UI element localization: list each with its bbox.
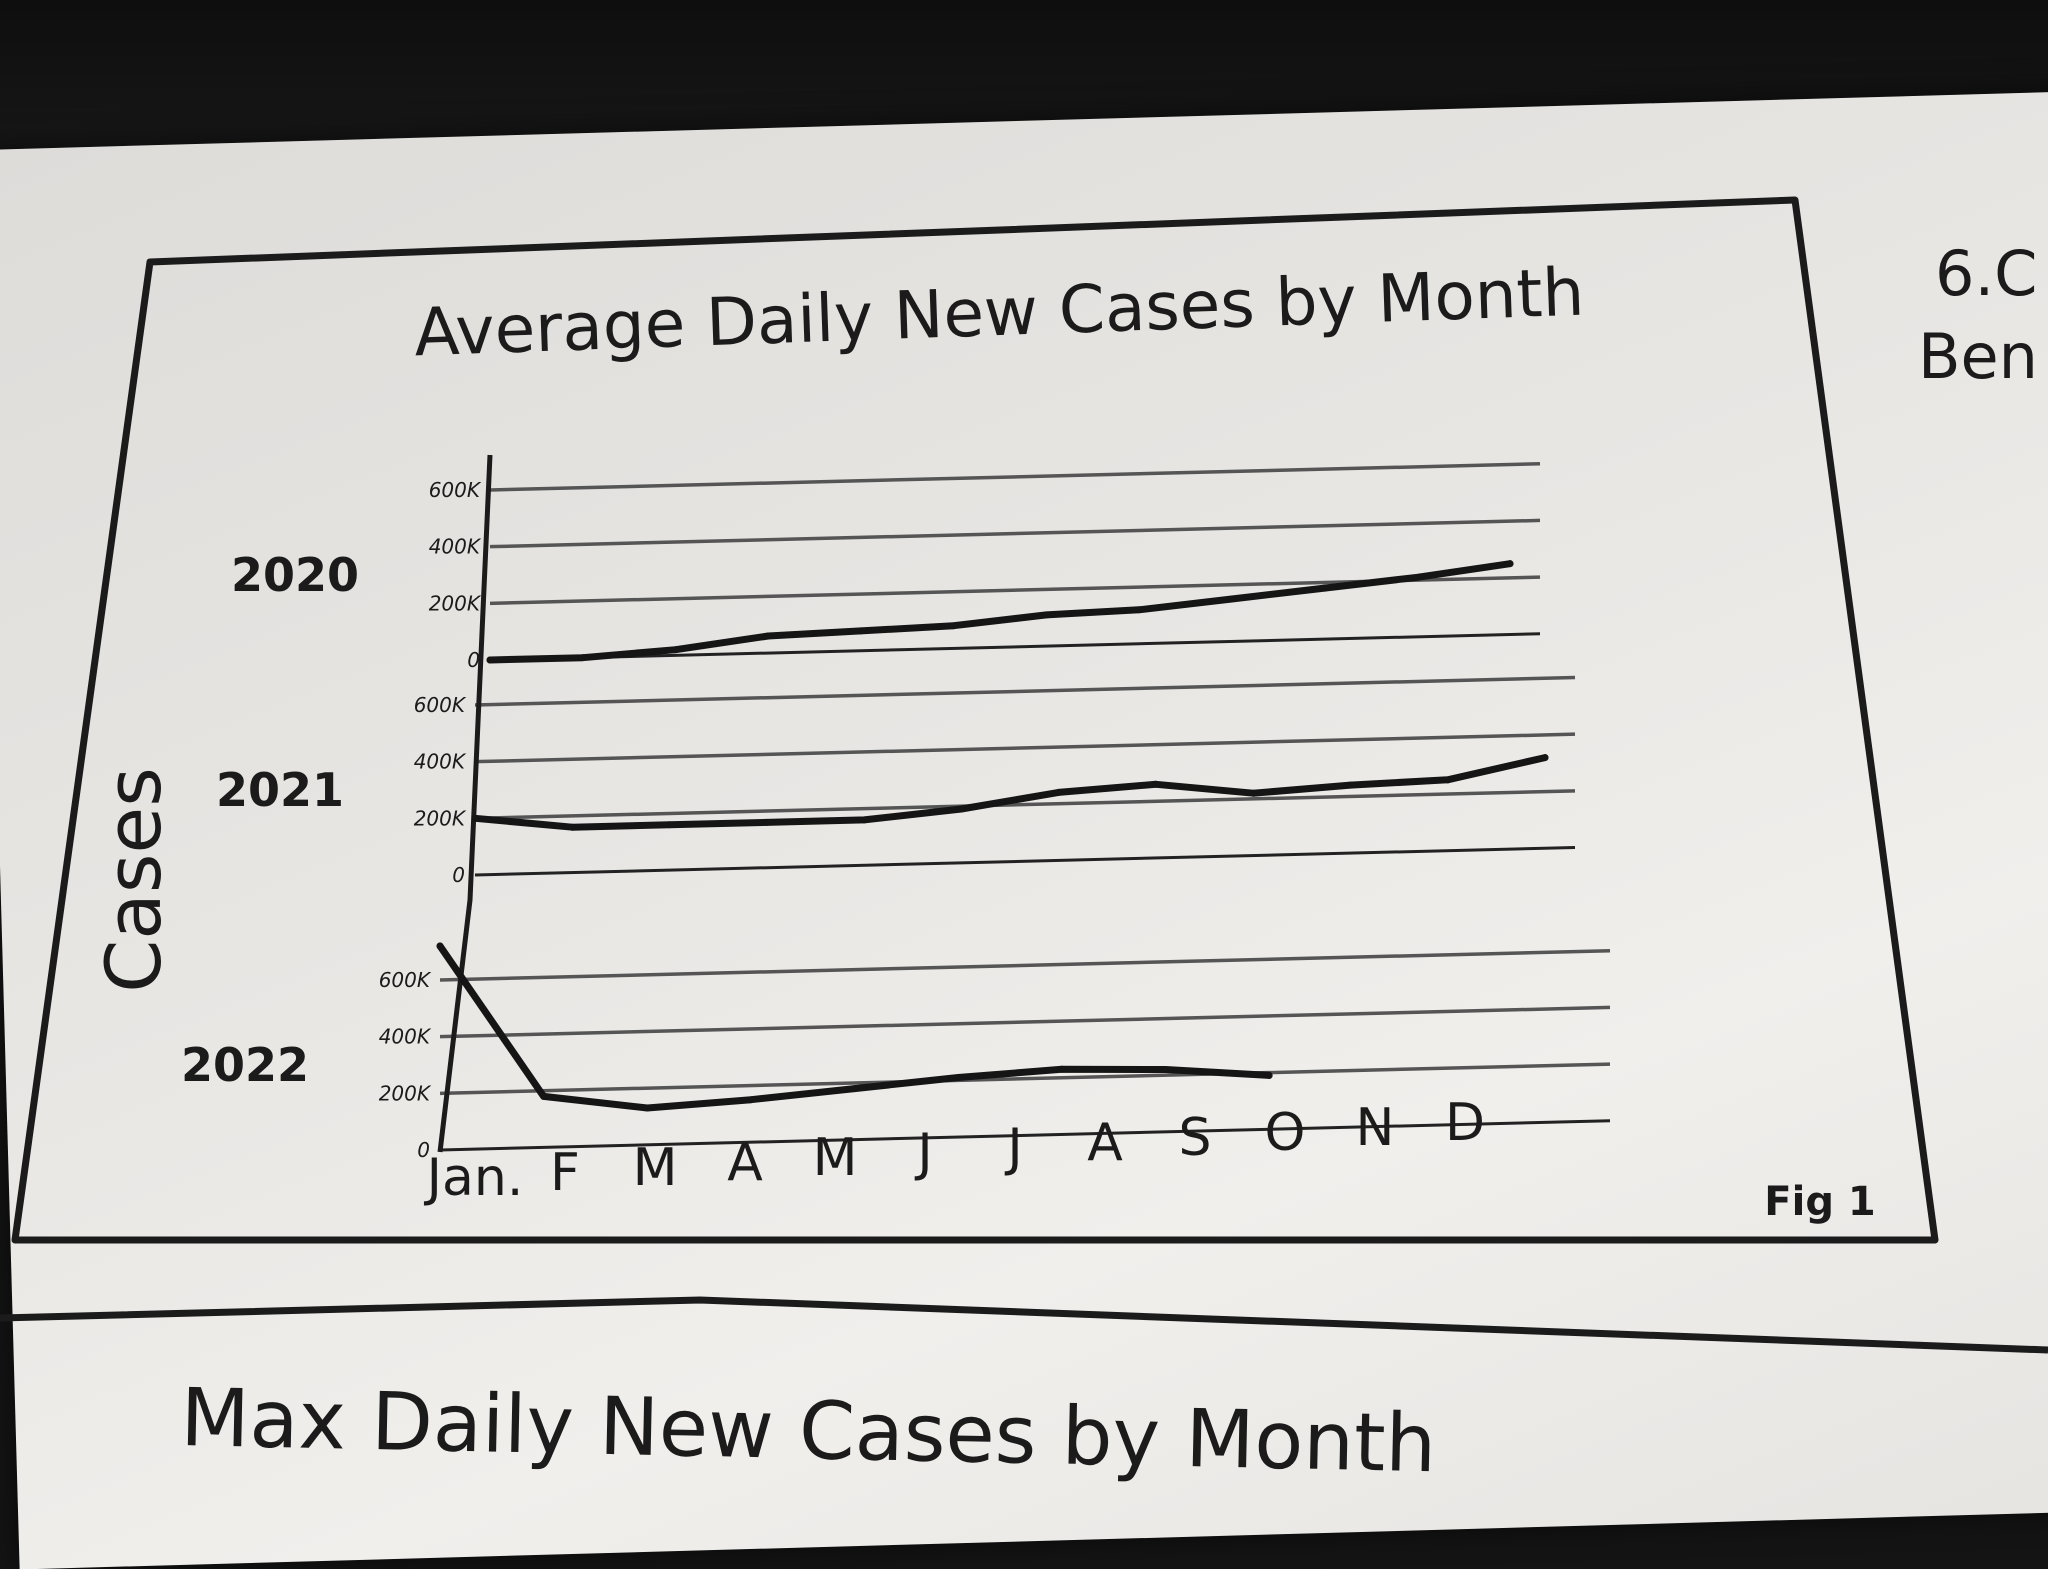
point-2020-4	[857, 627, 865, 635]
point-2020-1	[579, 654, 587, 662]
section2-title: Max Daily New Cases by Month	[180, 1371, 1437, 1490]
y-tick-2021-3: 600K	[414, 693, 467, 717]
x-tick-0: Jan.	[424, 1148, 524, 1208]
point-2022-6	[1058, 1065, 1066, 1073]
y-tick-2021-1: 200K	[414, 806, 467, 830]
point-2020-0	[486, 656, 494, 664]
gridline-2021-0	[474, 846, 1576, 877]
y-tick-2022-3: 600K	[379, 968, 432, 992]
y-tick-2020-0: 0	[467, 648, 480, 672]
point-2020-7	[1135, 606, 1143, 614]
axes	[437, 454, 493, 1153]
point-2022-3	[747, 1096, 755, 1104]
x-tick-10: N	[1356, 1098, 1395, 1158]
point-2021-5	[957, 805, 965, 813]
point-2022-0	[436, 942, 444, 950]
point-2020-11	[1506, 560, 1514, 568]
point-2022-2	[643, 1104, 651, 1112]
gridline-2022-2	[439, 1005, 1611, 1039]
edge-text-line2: Ben	[1918, 320, 2038, 393]
x-tick-9: O	[1265, 1103, 1306, 1163]
x-tick-4: M	[813, 1128, 858, 1188]
x-tick-7: A	[1087, 1113, 1123, 1173]
point-2020-3	[764, 632, 772, 640]
series-line-2021	[471, 754, 1549, 831]
y-tick-2022-2: 400K	[379, 1025, 432, 1049]
point-2020-5	[950, 622, 958, 630]
series-lines	[436, 560, 1549, 1112]
section-divider	[0, 1296, 2048, 1354]
chart-frame	[11, 196, 1939, 1244]
point-2021-7	[1152, 780, 1160, 788]
y-tick-2021-2: 400K	[414, 750, 467, 774]
gridline-2020-3	[489, 462, 1541, 492]
panel-label-2022: 2022	[181, 1038, 309, 1092]
x-tick-6: J	[1004, 1118, 1022, 1178]
point-2021-11	[1541, 754, 1549, 762]
point-2022-8	[1265, 1071, 1273, 1079]
point-2021-3	[763, 818, 771, 826]
point-2022-4	[851, 1085, 859, 1093]
point-2020-9	[1321, 584, 1329, 592]
edge-text-line1: 6.C	[1935, 237, 2037, 310]
point-2021-9	[1346, 781, 1354, 789]
point-2021-4	[860, 816, 868, 824]
gridline-2022-0	[439, 1119, 1611, 1152]
point-2020-8	[1228, 595, 1236, 603]
x-tick-3: A	[727, 1133, 763, 1193]
gridline-2020-0	[489, 632, 1541, 662]
point-2020-2	[671, 646, 679, 654]
point-2021-2	[666, 821, 674, 829]
x-tick-2: M	[633, 1138, 678, 1198]
y-axis-line	[437, 454, 493, 1153]
point-2022-1	[540, 1092, 548, 1100]
x-tick-labels: Jan. F M A M J J A S O N D	[424, 1093, 1485, 1208]
gridline-2022-3	[439, 949, 1611, 982]
point-2021-0	[471, 814, 479, 822]
point-2022-5	[954, 1074, 962, 1082]
x-tick-1: F	[550, 1143, 580, 1203]
chart-title: Average Daily New Cases by Month	[413, 254, 1586, 372]
x-tick-8: S	[1178, 1108, 1211, 1168]
gridline-2021-1	[474, 789, 1576, 821]
y-tick-2022-0: 0	[417, 1138, 430, 1162]
y-axis-label: Cases	[89, 767, 178, 993]
point-2022-7	[1161, 1066, 1169, 1074]
grid	[439, 462, 1611, 1152]
point-2020-6	[1042, 611, 1050, 619]
point-2021-8	[1249, 789, 1257, 797]
y-tick-2020-2: 400K	[429, 535, 482, 559]
point-2021-10	[1444, 776, 1452, 784]
panel-label-2020: 2020	[231, 548, 359, 602]
gridline-2021-2	[474, 732, 1576, 764]
gridline-2022-1	[439, 1062, 1611, 1096]
figure-label: Fig 1	[1764, 1179, 1875, 1225]
panel-labels: 2020 2021 2022	[181, 548, 359, 1092]
gridline-2020-2	[489, 518, 1541, 549]
chart-scene: 0200K400K600K0200K400K600K0200K400K600K …	[0, 196, 2048, 1490]
y-tick-2022-1: 200K	[379, 1081, 432, 1105]
gridline-2021-3	[474, 675, 1576, 707]
y-tick-2020-3: 600K	[429, 478, 482, 502]
point-2021-1	[568, 823, 576, 831]
y-tick-2021-0: 0	[452, 863, 465, 887]
y-tick-2020-1: 200K	[429, 591, 482, 615]
series-line-2020	[486, 560, 1514, 664]
panel-label-2021: 2021	[216, 763, 344, 817]
x-tick-11: D	[1445, 1093, 1485, 1153]
point-2020-10	[1413, 573, 1421, 581]
point-2021-6	[1055, 788, 1063, 796]
x-tick-5: J	[914, 1123, 932, 1183]
